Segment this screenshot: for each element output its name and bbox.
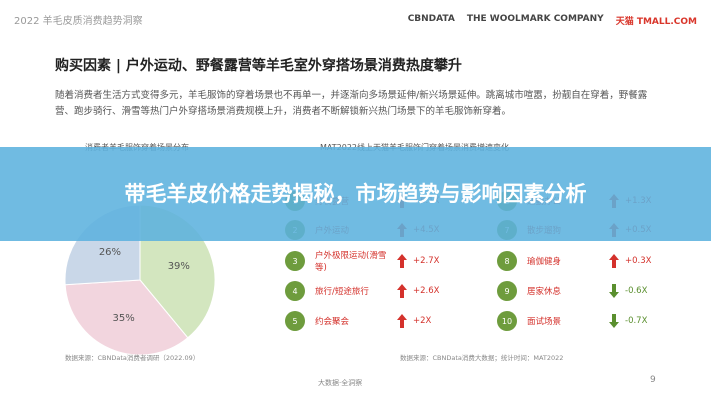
rank: 9 bbox=[497, 281, 517, 301]
banner: 带毛羊皮价格走势揭秘，市场趋势与影响因素分析 bbox=[0, 147, 711, 241]
rank: 10 bbox=[497, 311, 517, 331]
list-item: 10 面试场景 -0.7X bbox=[497, 310, 647, 332]
growth: +0.3X bbox=[625, 256, 652, 266]
trend-arrow bbox=[397, 254, 407, 268]
scene-name: 户外极限运动(滑雪等) bbox=[315, 251, 387, 273]
trend-arrow bbox=[397, 314, 407, 328]
pie-slice bbox=[64, 279, 189, 356]
logos: CBNDATA THE WOOLMARK COMPANY 天猫 TMALL.CO… bbox=[408, 14, 697, 27]
logo: CBNDATA bbox=[407, 14, 455, 24]
rank: 5 bbox=[285, 311, 305, 331]
logo: THE WOOLMARK COMPANY bbox=[466, 14, 604, 24]
rank: 8 bbox=[497, 251, 517, 271]
arrow-shape bbox=[397, 254, 407, 268]
scene-name: 面试场景 bbox=[527, 317, 562, 327]
report-name: 2022 羊毛皮质消费趋势洞察 bbox=[14, 16, 143, 27]
growth: -0.7X bbox=[625, 316, 648, 326]
trend-arrow bbox=[609, 254, 619, 268]
trend-arrow bbox=[609, 284, 619, 298]
list-item: 9 居家休息 -0.6X bbox=[497, 280, 647, 302]
growth: -0.6X bbox=[625, 286, 648, 296]
scene-name: 旅行/短途旅行 bbox=[315, 287, 369, 297]
logo: 天猫 TMALL.COM bbox=[615, 17, 697, 27]
list-note: 数据来源：CBNData消费大数据；统计时间：MAT2022 bbox=[400, 354, 564, 362]
pie-label: 35% bbox=[113, 313, 135, 324]
growth: +2X bbox=[413, 316, 432, 326]
banner-title: 带毛羊皮价格走势揭秘，市场趋势与影响因素分析 bbox=[124, 182, 587, 206]
arrow-shape bbox=[609, 314, 619, 328]
trend-arrow bbox=[397, 284, 407, 298]
scene-name: 约会聚会 bbox=[315, 317, 350, 327]
arrow-shape bbox=[609, 284, 619, 298]
growth: +2.6X bbox=[413, 286, 440, 296]
arrow-shape bbox=[397, 284, 407, 298]
rank: 3 bbox=[285, 251, 305, 271]
page-number: 9 bbox=[650, 375, 656, 385]
scene-name: 瑜伽健身 bbox=[527, 257, 562, 267]
pie-label: 39% bbox=[168, 261, 190, 272]
pie-note: 数据来源：CBNData消费者调研（2022.09） bbox=[65, 354, 200, 362]
arrow-shape bbox=[397, 314, 407, 328]
pie-label: 26% bbox=[99, 247, 121, 258]
rank: 4 bbox=[285, 281, 305, 301]
arrow-shape bbox=[609, 254, 619, 268]
list-item: 4 旅行/短途旅行 +2.6X bbox=[285, 280, 439, 302]
growth: +2.7X bbox=[413, 256, 440, 266]
scene-name: 居家休息 bbox=[527, 287, 562, 297]
paragraph: 随着消费者生活方式变得多元，羊毛服饰的穿着场景也不再单一，并逐渐向多场景延伸/新… bbox=[55, 90, 648, 117]
list-item: 3 户外极限运动(滑雪等) +2.7X bbox=[285, 250, 440, 273]
list-item: 8 瑜伽健身 +0.3X bbox=[497, 250, 651, 272]
trend-arrow bbox=[609, 314, 619, 328]
footer-text: 大数据·全洞察 bbox=[318, 379, 363, 387]
list-item: 5 约会聚会 +2X bbox=[285, 310, 431, 332]
title: 购买因素 | 户外运动、野餐露营等羊毛室外穿搭场景消费热度攀升 bbox=[55, 58, 462, 74]
